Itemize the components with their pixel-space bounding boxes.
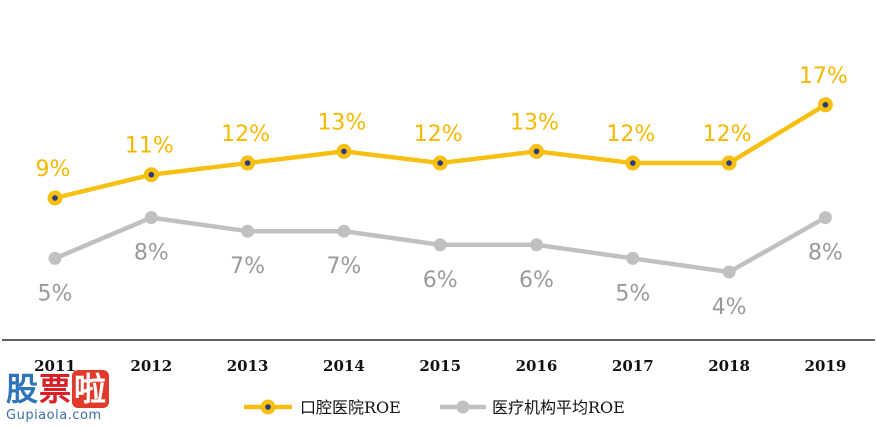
avg-data-label: 6% bbox=[519, 268, 554, 293]
x-tick-label: 2017 bbox=[612, 357, 654, 375]
legend-label-dental: 口腔医院ROE bbox=[300, 398, 401, 417]
dental-data-label: 13% bbox=[317, 110, 366, 135]
legend-marker-dental-center bbox=[265, 404, 271, 410]
dental-point-center bbox=[437, 160, 444, 166]
avg-data-label: 8% bbox=[808, 241, 843, 266]
avg-point bbox=[337, 224, 351, 238]
watermark-char-1: 股 bbox=[6, 370, 40, 408]
x-tick-label: 2013 bbox=[227, 357, 269, 375]
dental-point-center bbox=[630, 160, 636, 166]
dental-point-center bbox=[148, 171, 155, 178]
avg-point bbox=[626, 251, 640, 265]
avg-data-label: 5% bbox=[38, 281, 73, 306]
legend-marker-avg bbox=[456, 400, 470, 414]
avg-point bbox=[722, 265, 736, 279]
dental-point-center bbox=[822, 102, 829, 108]
watermark-main: 股票啦 bbox=[6, 370, 118, 408]
legend-label-avg: 医疗机构平均ROE bbox=[492, 398, 625, 417]
x-tick-label: 2016 bbox=[516, 357, 558, 375]
dental-data-label: 11% bbox=[125, 134, 174, 159]
avg-point bbox=[433, 238, 447, 252]
avg-point bbox=[530, 238, 543, 252]
dental-data-label: 9% bbox=[36, 157, 71, 182]
x-tick-label: 2019 bbox=[805, 357, 847, 375]
dental-data-label: 12% bbox=[703, 122, 752, 147]
watermark-logo: 股票啦 Gupiaola.com bbox=[6, 370, 118, 423]
dental-point-center bbox=[244, 160, 251, 166]
dental-point-center bbox=[341, 148, 347, 155]
dental-data-label: 17% bbox=[799, 64, 848, 89]
dental-point-center bbox=[533, 148, 540, 155]
dental-data-label: 12% bbox=[414, 122, 463, 147]
avg-point bbox=[144, 211, 158, 225]
watermark-char-2: 票 bbox=[39, 370, 73, 408]
avg-data-label: 7% bbox=[230, 254, 265, 279]
avg-point bbox=[241, 224, 255, 238]
avg-data-label: 8% bbox=[134, 241, 169, 266]
avg-data-label: 5% bbox=[615, 281, 650, 306]
x-tick-label: 2015 bbox=[419, 357, 461, 375]
avg-point bbox=[48, 251, 62, 265]
avg-data-label: 4% bbox=[712, 295, 747, 320]
x-tick-label: 2011 bbox=[34, 357, 76, 375]
watermark-char-3: 啦 bbox=[72, 370, 110, 408]
x-tick-label: 2018 bbox=[708, 357, 750, 375]
dental-point-center bbox=[52, 195, 58, 201]
dental-data-label: 12% bbox=[221, 122, 270, 147]
dental-data-label: 13% bbox=[510, 110, 559, 135]
avg-point bbox=[818, 211, 832, 225]
dental-point-center bbox=[726, 160, 732, 166]
dental-data-label: 12% bbox=[606, 122, 655, 147]
x-tick-label: 2012 bbox=[130, 357, 172, 375]
x-tick-label: 2014 bbox=[323, 357, 365, 375]
avg-data-label: 6% bbox=[423, 268, 458, 293]
watermark-sub: Gupiaola.com bbox=[6, 408, 102, 423]
avg-data-label: 7% bbox=[326, 254, 361, 279]
